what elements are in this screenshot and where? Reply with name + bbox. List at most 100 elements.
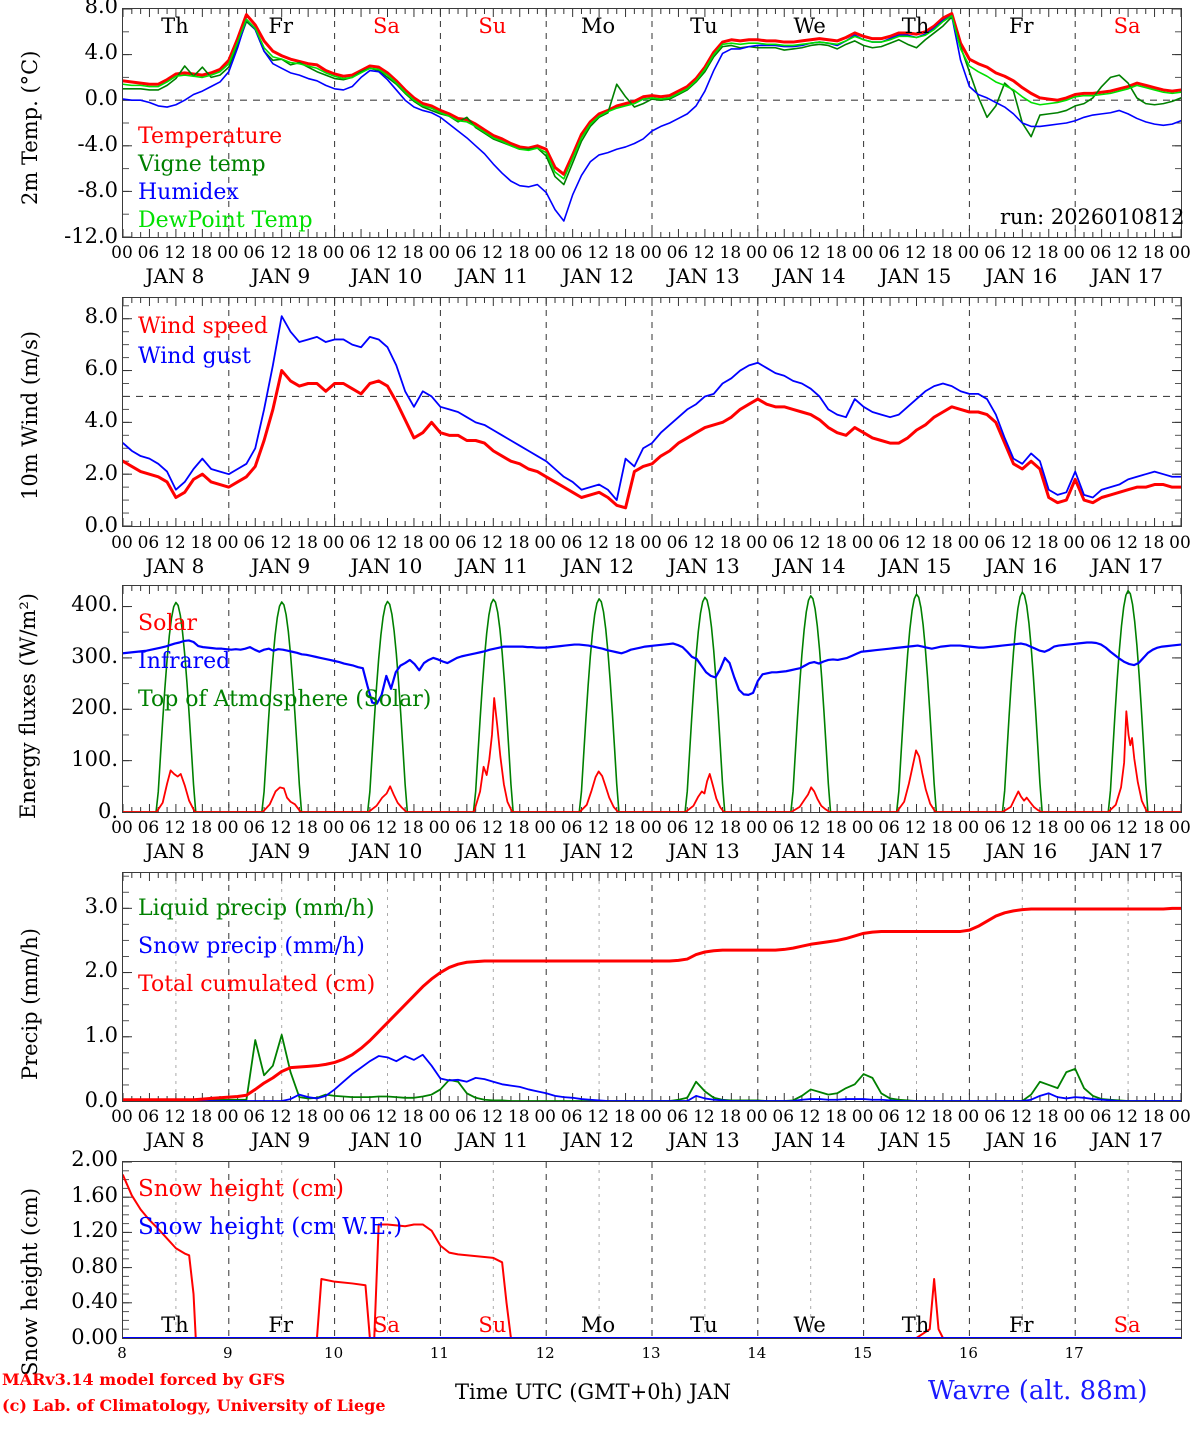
x-day-label: JAN 17 (1091, 554, 1163, 578)
panel-temperature: 2m Temp. (°C) -12.0 -8.0 -4.0 0.0 4.0 8.0 Th F… (0, 0, 1194, 292)
x-axis-title: Time UTC (GMT+0h) JAN (455, 1380, 731, 1404)
legend-entry-wind-gust: Wind gust (138, 344, 251, 369)
snow-weekday-label-tu-5: Tu (690, 1313, 718, 1337)
x-hour-tick-label: 00 (745, 818, 768, 838)
x-hour-tick-label: 18 (1036, 1107, 1059, 1127)
panel-snow-height: Snow height (cm) 0.00 0.40 0.80 1.20 1.60 2.0… (0, 1147, 1194, 1440)
y-tick-label: 0.00 (71, 1325, 118, 1349)
x-hour-tick-label: 12 (587, 243, 609, 263)
x-hour-tick-label: 18 (296, 243, 318, 263)
x-hour-tick-label: 00 (534, 818, 556, 838)
x-hour-tick-label: 06 (878, 533, 900, 553)
legend-entry-snow-precip-mm-h: Snow precip (mm/h) (138, 934, 365, 959)
x-day-label: JAN 15 (879, 554, 952, 578)
x-hour-tick-label: 06 (666, 1107, 689, 1127)
x-hour-tick-label: 06 (243, 818, 266, 838)
legend-entry-temperature: Temperature (138, 124, 283, 149)
x-hour-tick-label: 18 (825, 243, 847, 263)
snow-weekday-label-fr-8: Fr (1008, 1313, 1034, 1337)
x-hour-tick-label: 06 (455, 1107, 477, 1127)
legend-entry-liquid-precip-mm-h: Liquid precip (mm/h) (138, 896, 375, 921)
y-tick-label: 400. (71, 591, 118, 616)
x-hour-tick-label: 12 (587, 1107, 609, 1127)
x-day-label: JAN 16 (985, 264, 1058, 288)
snow-x-day-number: 8 (117, 1344, 127, 1362)
x-hour-tick-label: 06 (772, 243, 795, 263)
x-hour-tick-label: 18 (402, 243, 424, 263)
x-hour-tick-label: 12 (798, 533, 821, 553)
y-tick-label: 4.0 (84, 408, 118, 433)
x-hour-tick-label: 00 (111, 243, 133, 263)
y-tick-label: 8.0 (84, 0, 118, 18)
x-day-label: JAN 12 (562, 264, 634, 288)
precip-chart-svg (123, 873, 1181, 1101)
x-hour-tick-label: 12 (481, 243, 504, 263)
x-day-label: JAN 17 (1091, 1128, 1163, 1152)
x-hour-tick-label: 18 (190, 818, 213, 838)
x-day-label: JAN 11 (456, 1128, 529, 1152)
x-hour-tick-label: 18 (296, 533, 318, 553)
x-hour-tick-label: 00 (745, 1107, 768, 1127)
x-hour-tick-label: 00 (534, 1107, 556, 1127)
x-hour-tick-label: 06 (349, 1107, 371, 1127)
x-day-label: JAN 8 (145, 839, 205, 863)
x-hour-tick-label: 06 (455, 533, 477, 553)
y-tick-label: 0. (97, 799, 118, 823)
x-hour-tick-label: 18 (507, 243, 530, 263)
x-hour-tick-label: 00 (851, 818, 874, 838)
x-day-label: JAN 9 (251, 839, 311, 863)
x-hour-tick-label: 12 (269, 243, 292, 263)
weekday-label-sa-9: Sa (1113, 14, 1141, 38)
x-hour-tick-label: 06 (349, 818, 371, 838)
x-hour-tick-label: 00 (322, 1107, 345, 1127)
x-hour-tick-label: 06 (1089, 533, 1112, 553)
x-day-label: JAN 8 (145, 264, 205, 288)
y-tick-label: -8.0 (77, 178, 119, 202)
panel-precipitation: Precip (mm/h) 0.0 1.0 2.0 3.0 Liquid precip… (0, 862, 1194, 1154)
snow-weekday-label-sa-9: Sa (1113, 1313, 1141, 1337)
x-hour-tick-label: 00 (216, 1107, 239, 1127)
energy-chart-svg (123, 586, 1181, 812)
precip-plot-area (122, 872, 1182, 1102)
snow-x-day-number: 12 (535, 1344, 555, 1362)
wind-plot-area (122, 297, 1182, 527)
x-hour-tick-label: 06 (137, 243, 160, 263)
y-tick-label: 3.0 (84, 893, 118, 918)
snow-plot-area (122, 1161, 1182, 1339)
x-hour-tick-label: 00 (957, 818, 980, 838)
x-hour-tick-label: 18 (190, 243, 213, 263)
x-hour-tick-label: 12 (1116, 818, 1138, 838)
x-hour-tick-label: 00 (640, 818, 662, 838)
x-hour-tick-label: 00 (111, 818, 133, 838)
y-tick-label: 6.0 (84, 356, 118, 381)
x-hour-tick-label: 12 (904, 533, 927, 553)
y-tick-label: 1.20 (71, 1218, 118, 1243)
x-hour-tick-label: 12 (269, 818, 292, 838)
x-hour-tick-label: 06 (878, 818, 900, 838)
x-day-label: JAN 10 (350, 264, 423, 288)
x-day-label: JAN 14 (773, 554, 846, 578)
x-hour-tick-label: 06 (455, 243, 477, 263)
x-hour-tick-label: 12 (481, 533, 504, 553)
snow-weekday-label-th-0: Th (161, 1313, 189, 1337)
x-hour-tick-label: 18 (825, 818, 847, 838)
x-hour-tick-label: 06 (666, 243, 689, 263)
x-day-label: JAN 9 (251, 1128, 311, 1152)
snow-x-day-number: 17 (1064, 1344, 1084, 1362)
y-tick-label: 1.0 (84, 1023, 118, 1048)
x-hour-tick-label: 00 (1063, 533, 1085, 553)
x-hour-tick-label: 18 (507, 818, 530, 838)
panel-energy-fluxes: Energy fluxes (W/m²) 0. 100. 200. 300. 400. … (0, 577, 1194, 867)
x-hour-tick-label: 12 (375, 1107, 398, 1127)
x-hour-tick-label: 00 (322, 533, 345, 553)
y-tick-label: -4.0 (77, 132, 119, 156)
x-hour-tick-label: 18 (402, 1107, 424, 1127)
x-hour-tick-label: 00 (957, 1107, 980, 1127)
x-hour-tick-label: 12 (693, 1107, 715, 1127)
snow-x-day-number: 13 (641, 1344, 661, 1362)
weekday-label-mo-4: Mo (581, 14, 616, 38)
x-day-label: JAN 15 (879, 839, 952, 863)
x-hour-tick-label: 12 (1010, 818, 1033, 838)
legend-entry-humidex: Humidex (138, 180, 239, 205)
x-hour-tick-label: 12 (481, 818, 504, 838)
